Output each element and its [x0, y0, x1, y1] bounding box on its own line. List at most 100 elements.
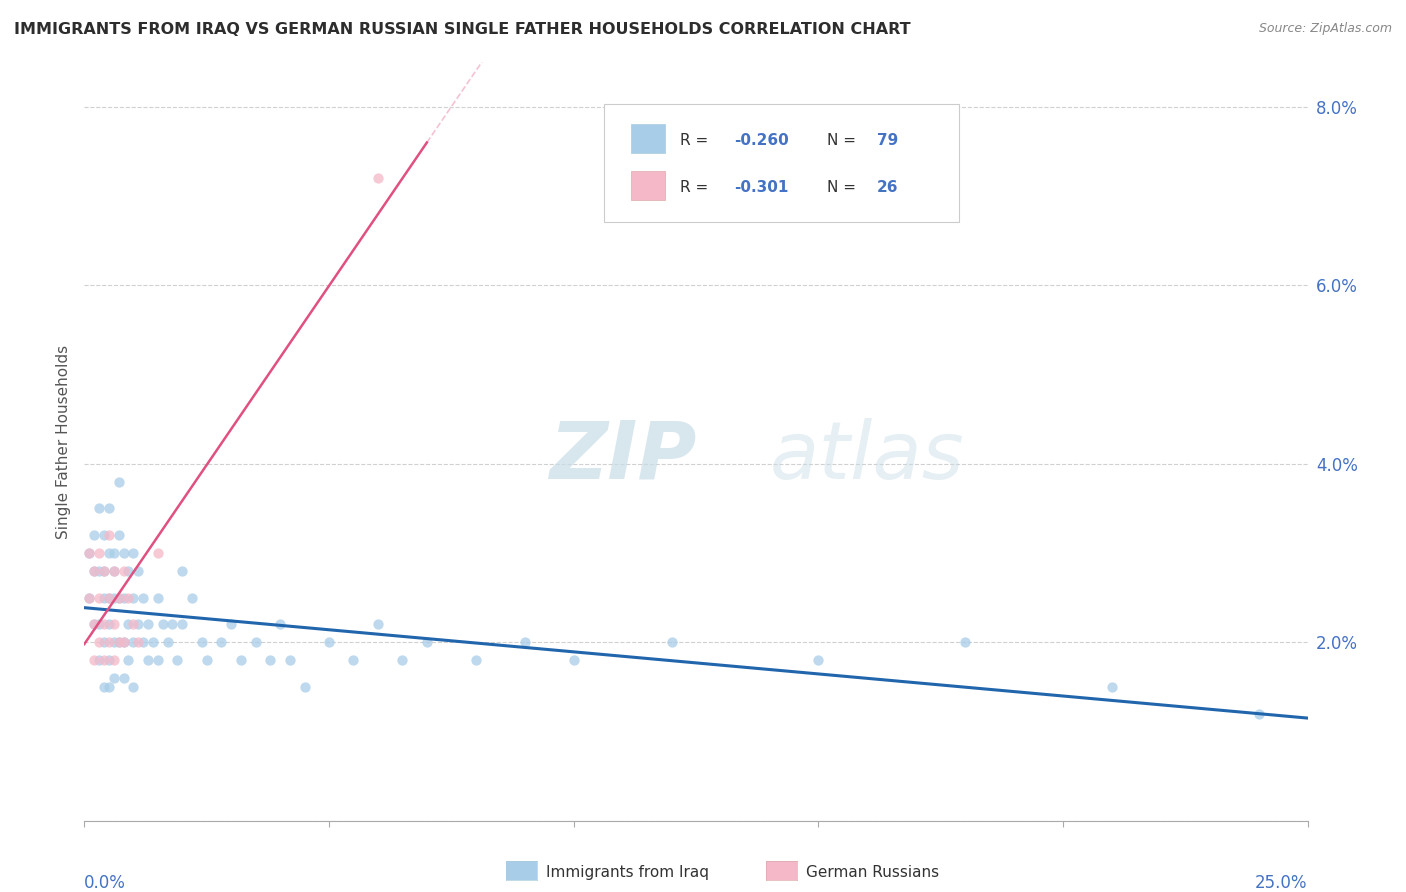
Point	[103, 591, 125, 605]
Point	[112, 671, 135, 685]
Point	[166, 653, 188, 667]
Point	[391, 653, 413, 667]
Point	[87, 501, 110, 516]
Text: -0.260: -0.260	[734, 133, 789, 148]
Point	[103, 546, 125, 560]
Point	[181, 591, 204, 605]
Point	[93, 680, 115, 694]
Point	[953, 635, 976, 649]
Point	[146, 591, 169, 605]
Point	[103, 617, 125, 632]
Point	[127, 617, 149, 632]
Point	[97, 635, 120, 649]
Point	[103, 564, 125, 578]
Point	[93, 635, 115, 649]
Point	[146, 546, 169, 560]
Text: R =: R =	[681, 180, 713, 195]
Point	[93, 528, 115, 542]
Point	[93, 617, 115, 632]
Point	[112, 564, 135, 578]
Text: N =: N =	[827, 180, 860, 195]
Text: -0.301: -0.301	[734, 180, 789, 195]
Point	[107, 635, 129, 649]
Point	[195, 653, 218, 667]
Point	[294, 680, 316, 694]
Point	[103, 671, 125, 685]
Point	[87, 546, 110, 560]
Point	[107, 528, 129, 542]
Bar	[631, 124, 665, 153]
Point	[112, 546, 135, 560]
Point	[142, 635, 165, 649]
Point	[416, 635, 439, 649]
Point	[209, 635, 232, 649]
Point	[278, 653, 301, 667]
Point	[127, 635, 149, 649]
Point	[122, 591, 145, 605]
Y-axis label: Single Father Households: Single Father Households	[56, 344, 72, 539]
Point	[117, 653, 139, 667]
Text: atlas: atlas	[769, 417, 965, 496]
Point	[122, 617, 145, 632]
Point	[117, 591, 139, 605]
Point	[117, 564, 139, 578]
Point	[77, 546, 100, 560]
Point	[367, 171, 389, 186]
Point	[77, 591, 100, 605]
Point	[807, 653, 830, 667]
Point	[112, 635, 135, 649]
Point	[146, 653, 169, 667]
Point	[87, 653, 110, 667]
Point	[97, 546, 120, 560]
Point	[83, 564, 105, 578]
Text: Source: ZipAtlas.com: Source: ZipAtlas.com	[1258, 22, 1392, 36]
Point	[156, 635, 179, 649]
Text: 26: 26	[877, 180, 898, 195]
Point	[97, 617, 120, 632]
Point	[132, 591, 155, 605]
Text: Immigrants from Iraq: Immigrants from Iraq	[546, 865, 709, 880]
Point	[112, 635, 135, 649]
Point	[107, 475, 129, 489]
Text: ZIP: ZIP	[550, 417, 696, 496]
Point	[93, 591, 115, 605]
Point	[562, 653, 585, 667]
Point	[77, 546, 100, 560]
Point	[97, 591, 120, 605]
Point	[122, 546, 145, 560]
Point	[87, 591, 110, 605]
Point	[83, 617, 105, 632]
Text: 79: 79	[877, 133, 898, 148]
Point	[661, 635, 683, 649]
Point	[87, 635, 110, 649]
Point	[97, 501, 120, 516]
Point	[93, 564, 115, 578]
Point	[127, 564, 149, 578]
Point	[93, 653, 115, 667]
Point	[318, 635, 340, 649]
Text: 0.0%: 0.0%	[84, 874, 127, 892]
Point	[122, 635, 145, 649]
Point	[219, 617, 242, 632]
Point	[77, 591, 100, 605]
Point	[172, 617, 194, 632]
Point	[107, 591, 129, 605]
Text: IMMIGRANTS FROM IRAQ VS GERMAN RUSSIAN SINGLE FATHER HOUSEHOLDS CORRELATION CHAR: IMMIGRANTS FROM IRAQ VS GERMAN RUSSIAN S…	[14, 22, 911, 37]
Point	[513, 635, 536, 649]
Point	[107, 635, 129, 649]
Point	[136, 617, 159, 632]
Point	[162, 617, 184, 632]
Point	[122, 680, 145, 694]
Point	[1101, 680, 1123, 694]
Point	[191, 635, 214, 649]
Bar	[631, 170, 665, 201]
Point	[97, 680, 120, 694]
Text: 25.0%: 25.0%	[1256, 874, 1308, 892]
Point	[342, 653, 364, 667]
Point	[103, 653, 125, 667]
Point	[103, 564, 125, 578]
Point	[93, 564, 115, 578]
Point	[259, 653, 281, 667]
Point	[132, 635, 155, 649]
Text: German Russians: German Russians	[806, 865, 939, 880]
